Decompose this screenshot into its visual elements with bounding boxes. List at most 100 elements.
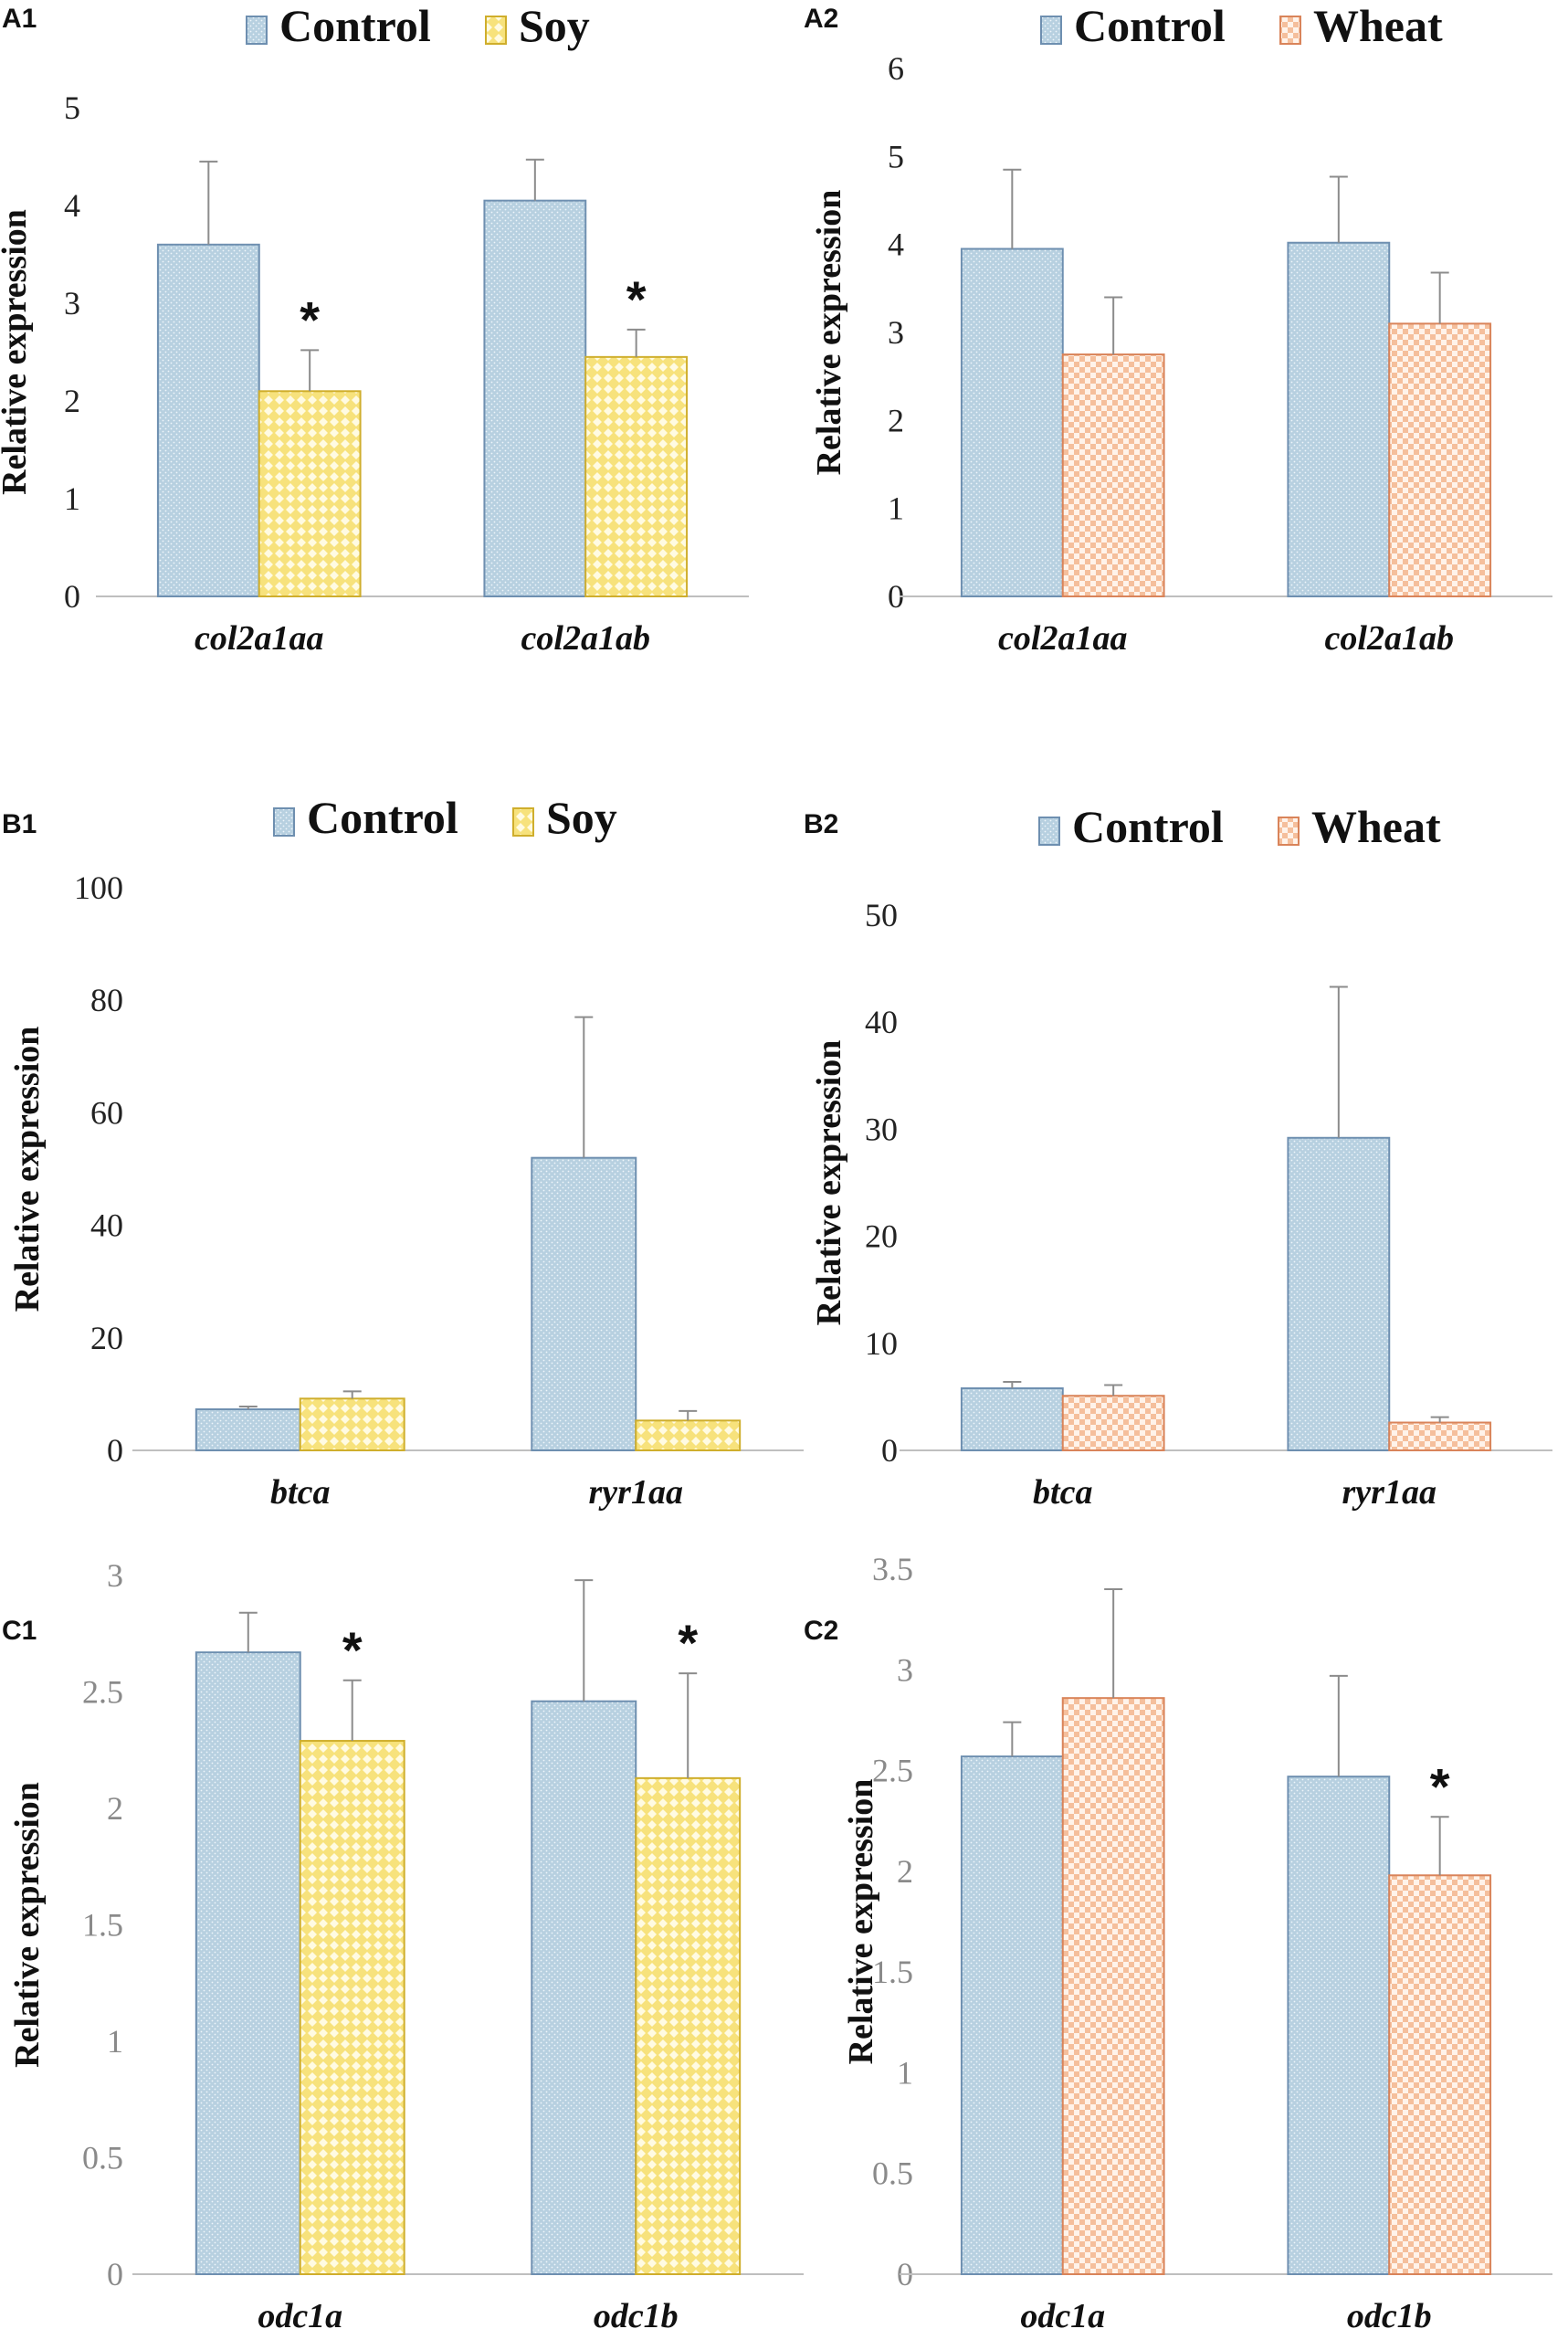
y-tick-label: 3 [897, 1651, 913, 1688]
y-tick-label: 1 [888, 490, 904, 527]
bar-control-odc1a [960, 1755, 1064, 2276]
bar-wheat-col2a1ab [1388, 322, 1492, 597]
y-tick-label: 0 [64, 578, 80, 615]
y-tick-label: 30 [865, 1111, 898, 1147]
y-tick-label: 3 [107, 1557, 123, 1594]
bar-control-col2a1ab [483, 199, 587, 597]
chart-panel-a2: A2 Control Wheat Relative expression 0 1 2 3 4 5 6… [804, 0, 1552, 658]
significance-marker: * [626, 270, 647, 328]
y-tick-label: 4 [64, 187, 80, 224]
y-axis-title: Relative expression [8, 1027, 47, 1312]
y-tick-label: 6 [888, 50, 904, 87]
legend-swatch-control [1038, 817, 1060, 846]
panel-label: A2 [804, 4, 838, 34]
y-tick-label: 3 [888, 314, 904, 351]
bar-control-odc1b [1287, 1776, 1391, 2275]
significance-marker: * [300, 290, 320, 348]
panel-label: B2 [804, 809, 838, 839]
y-tick-label: 1.5 [872, 1954, 913, 1990]
bar-control-odc1a [195, 1651, 301, 2275]
chart-panel-c1: C1 Relative expression 0 0.5 1 1.5 2 2.5 3 * odc1a… [2, 1557, 804, 2329]
x-category-label: btca [1033, 1473, 1092, 1512]
y-tick-label: 2 [64, 383, 80, 419]
x-category-label: col2a1aa [195, 619, 323, 658]
legend-label-control: Control [1074, 0, 1226, 51]
panel-label: B1 [2, 809, 37, 839]
y-tick-label: 80 [90, 982, 123, 1018]
y-axis-title: Relative expression [810, 190, 848, 476]
y-tick-label: 1 [64, 480, 80, 517]
bar-wheat-ryr1aa [1388, 1421, 1492, 1451]
bar-wheat-col2a1aa [1061, 353, 1165, 597]
legend-label-wheat: Wheat [1311, 801, 1441, 852]
y-tick-label: 2 [897, 1853, 913, 1890]
y-tick-label: 60 [90, 1094, 123, 1131]
bar-wheat-odc1b [1388, 1874, 1492, 2275]
y-axis-title: Relative expression [8, 1782, 47, 2068]
legend-label-control: Control [279, 0, 431, 51]
bar-control-btca [960, 1387, 1064, 1452]
y-tick-label: 0 [107, 1432, 123, 1469]
legend-label-soy: Soy [546, 792, 617, 843]
bar-control-ryr1aa [1287, 1136, 1391, 1451]
bar-control-col2a1ab [1287, 241, 1391, 597]
panel-label: C1 [2, 1616, 37, 1646]
x-category-label: odc1a [1020, 2297, 1105, 2329]
legend-swatch-soy [485, 16, 507, 45]
legend-label-soy: Soy [519, 0, 590, 51]
x-category-label: odc1b [1347, 2297, 1432, 2329]
x-category-label: col2a1aa [998, 619, 1127, 658]
y-tick-label: 100 [74, 869, 123, 906]
legend-label-control: Control [307, 792, 458, 843]
chart-panel-b2: B2 Control Wheat Relative expression 0 10 20 30… [804, 801, 1552, 1512]
y-tick-label: 1 [107, 2023, 123, 2060]
y-tick-label: 0 [107, 2256, 123, 2292]
bar-soy-col2a1aa [258, 390, 362, 597]
y-tick-label: 50 [865, 897, 898, 933]
chart-panel-b1: B1 Control Soy Relative expression 0 20 40 60 80… [2, 792, 804, 1512]
bar-soy-odc1b [635, 1776, 742, 2275]
x-category-label: col2a1ab [1325, 619, 1454, 658]
y-tick-label: 2.5 [82, 1674, 123, 1711]
y-tick-label: 10 [865, 1325, 898, 1362]
y-tick-label: 2 [888, 402, 904, 438]
y-tick-label: 2.5 [872, 1753, 913, 1789]
legend-swatch-control [1040, 16, 1062, 45]
legend-swatch-wheat [1279, 16, 1301, 45]
legend-label-wheat: Wheat [1313, 0, 1443, 51]
bar-soy-btca [299, 1397, 405, 1452]
y-axis-title: Relative expression [0, 209, 34, 495]
bar-soy-col2a1ab [584, 355, 689, 597]
bar-soy-ryr1aa [635, 1419, 742, 1452]
y-axis-title: Relative expression [810, 1040, 848, 1326]
bar-control-btca [195, 1408, 301, 1451]
y-tick-label: 4 [888, 227, 904, 263]
chart-panel-a1: A1 Control Soy Relative expression 0 1 2 3 4 5 * co… [0, 0, 749, 658]
bar-control-odc1b [531, 1700, 637, 2275]
legend-swatch-control [273, 807, 295, 837]
y-axis-title: Relative expression [842, 1779, 880, 2065]
panel-label: A1 [2, 4, 37, 34]
y-tick-label: 40 [90, 1207, 123, 1244]
y-tick-label: 1 [897, 2054, 913, 2091]
legend-label-control: Control [1072, 801, 1224, 852]
y-tick-label: 0 [888, 578, 904, 615]
x-category-label: ryr1aa [589, 1473, 683, 1512]
bar-control-col2a1aa [960, 248, 1064, 597]
bar-soy-odc1a [299, 1740, 405, 2276]
bar-control-ryr1aa [531, 1156, 637, 1452]
significance-marker: * [678, 1614, 698, 1671]
y-tick-label: 0 [881, 1432, 898, 1469]
y-tick-label: 20 [90, 1320, 123, 1356]
x-category-label: odc1a [258, 2297, 342, 2329]
significance-marker: * [342, 1621, 363, 1679]
y-tick-label: 3.5 [872, 1551, 913, 1587]
y-tick-label: 5 [64, 90, 80, 126]
bar-wheat-odc1a [1061, 1697, 1165, 2276]
bar-control-col2a1aa [156, 243, 260, 597]
y-tick-label: 3 [64, 285, 80, 321]
y-tick-label: 2 [107, 1790, 123, 1827]
bar-wheat-btca [1061, 1395, 1165, 1452]
